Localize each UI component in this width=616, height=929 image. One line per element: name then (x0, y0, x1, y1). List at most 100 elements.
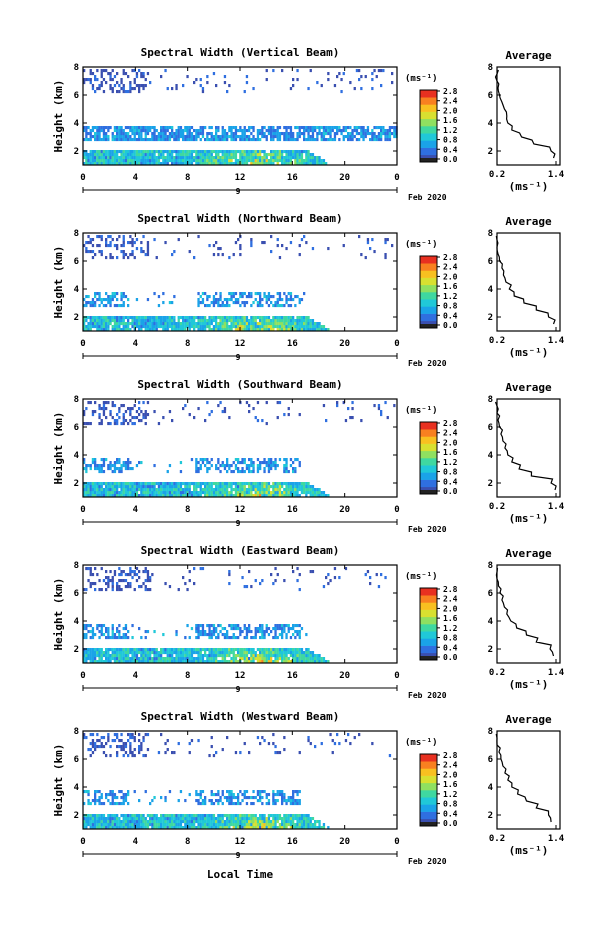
heatmap-cell (122, 627, 125, 631)
heatmap-cell (228, 582, 231, 586)
heatmap-cell (177, 814, 180, 818)
heatmap-cell (276, 817, 279, 821)
heatmap-cell (175, 322, 178, 326)
heatmap-cell (252, 820, 255, 824)
heatmap-cell (173, 657, 176, 661)
heatmap-cell (144, 654, 147, 658)
heatmap-cell (296, 482, 299, 486)
heatmap-cell (102, 660, 106, 664)
heatmap-cell (377, 404, 381, 408)
heatmap-cell (129, 235, 132, 239)
heatmap-cell (248, 410, 251, 414)
heatmap-cell (256, 736, 260, 740)
heatmap-cell (127, 316, 130, 320)
profile-x-tick-label: 1.4 (548, 336, 565, 346)
heatmap-cell (274, 567, 277, 571)
heatmap-cell (135, 654, 139, 658)
heatmap-cell (162, 292, 165, 296)
profile-y-tick-label: 8 (488, 561, 493, 571)
heatmap-cell (173, 159, 176, 163)
heatmap-cell (263, 491, 266, 495)
heatmap-cell (307, 820, 310, 824)
heatmap-cell (105, 820, 108, 824)
heatmap-cell (210, 316, 213, 320)
heatmap-cell (116, 328, 119, 332)
heatmap-cell (153, 820, 156, 824)
heatmap-cell (259, 292, 262, 296)
heatmap-cell (135, 247, 139, 251)
heatmap-cell (237, 624, 240, 628)
heatmap-cell (300, 648, 304, 652)
heatmap-cell (278, 319, 282, 323)
heatmap-cell (100, 250, 103, 254)
heatmap-cell (195, 627, 198, 631)
heatmap-cell (327, 78, 330, 82)
heatmap-cell (149, 657, 152, 661)
heatmap-cell (195, 132, 198, 136)
heatmap-cell (98, 657, 101, 661)
heatmap-cell (327, 660, 330, 664)
heatmap-cell (113, 404, 117, 408)
heatmap-cell (217, 823, 220, 827)
heatmap-cell (300, 238, 304, 242)
heatmap-cell (146, 630, 150, 634)
heatmap-cell (146, 132, 150, 136)
heatmap-cell (252, 826, 255, 830)
heatmap-cell (259, 494, 262, 498)
heatmap-cell (226, 132, 229, 136)
heatmap-cell (131, 814, 134, 818)
heatmap-cell (228, 636, 231, 640)
heatmap-cell (129, 488, 132, 492)
heatmap-cell (188, 651, 191, 655)
heatmap-cell (281, 304, 284, 308)
heatmap-cell (204, 485, 207, 489)
heatmap-cell (182, 129, 185, 133)
heatmap-cell (208, 823, 211, 827)
heatmap-cell (340, 129, 343, 133)
heatmap-cell (294, 319, 297, 323)
heatmap-cell (155, 256, 158, 260)
heatmap-cell (393, 126, 396, 130)
heatmap-cell (89, 78, 92, 82)
heatmap-cell (248, 135, 251, 139)
heatmap-cell (287, 799, 290, 803)
heatmap-cell (204, 156, 207, 160)
heatmap-cell (208, 657, 211, 661)
heatmap-cell (234, 458, 238, 462)
heatmap-cell (160, 494, 163, 498)
heatmap-cell (292, 488, 295, 492)
heatmap-cell (144, 253, 147, 257)
heatmap-cell (120, 733, 123, 737)
heatmap-cell (281, 790, 284, 794)
heatmap-cell (144, 328, 147, 332)
heatmap-cell (259, 491, 262, 495)
heatmap-cell (109, 488, 112, 492)
heatmap-cell (124, 295, 128, 299)
heatmap-cell (87, 817, 90, 821)
heatmap-cell (127, 464, 130, 468)
heatmap-cell (223, 319, 227, 323)
heatmap-cell (239, 648, 242, 652)
heatmap-cell (270, 461, 273, 465)
heatmap-cell (186, 325, 189, 329)
heatmap-cell (124, 657, 128, 661)
heatmap-cell (138, 570, 141, 574)
heatmap-cell (190, 814, 194, 818)
heatmap-cell (294, 494, 297, 498)
heatmap-cell (272, 648, 275, 652)
heatmap-cell (265, 322, 268, 326)
heatmap-cell (151, 573, 154, 577)
heatmap-cell (168, 132, 172, 136)
heatmap-cell (226, 325, 229, 329)
heatmap-cell (298, 633, 301, 637)
heatmap-cell (327, 328, 330, 332)
heatmap-cell (151, 328, 154, 332)
heatmap-cell (208, 461, 211, 465)
heatmap-cell (179, 322, 183, 326)
heatmap-cell (215, 817, 218, 821)
colorbar-tick-label: 2.0 (443, 106, 458, 115)
heatmap-cell (96, 316, 99, 320)
heatmap-cell (265, 488, 268, 492)
heatmap-cell (384, 129, 387, 133)
heatmap-cell (120, 156, 123, 160)
